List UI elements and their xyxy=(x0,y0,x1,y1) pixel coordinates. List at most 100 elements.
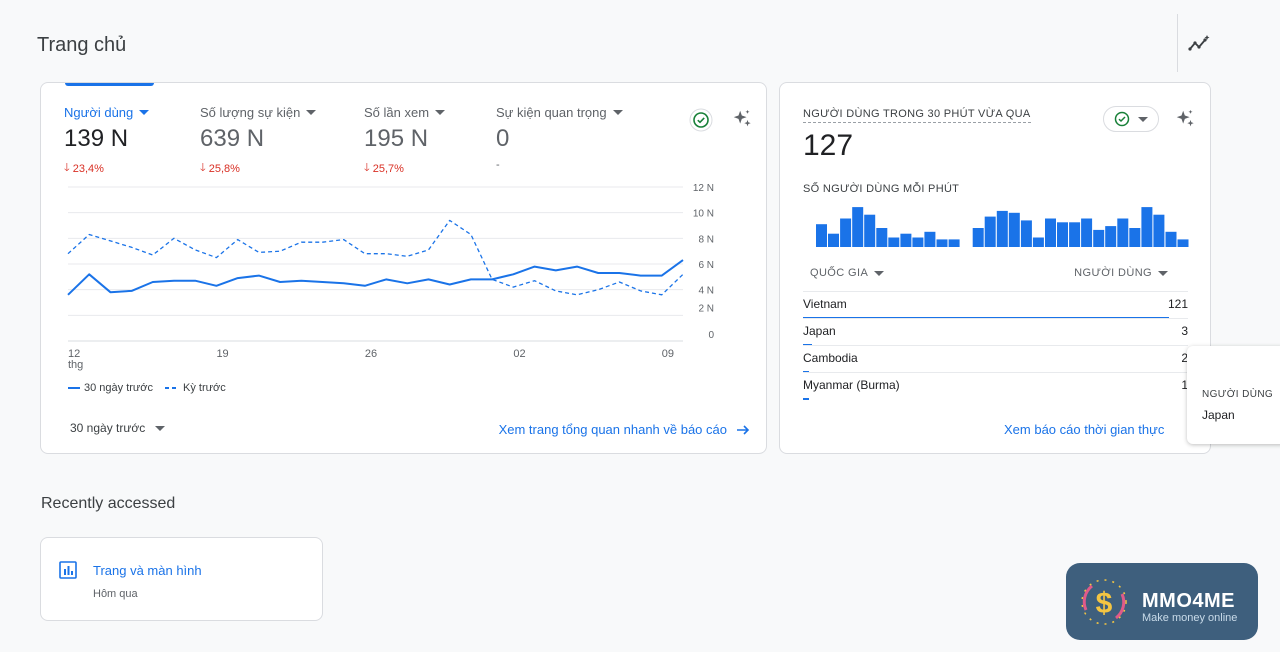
country-name: Cambodia xyxy=(803,351,858,365)
per-minute-bar xyxy=(912,237,924,247)
tooltip-value: Japan xyxy=(1202,408,1235,422)
legend-current: 30 ngày trước xyxy=(68,382,153,394)
realtime-report-link[interactable]: Xem báo cáo thời gian thực xyxy=(1004,422,1164,437)
per-minute-bar xyxy=(888,237,900,247)
current-period-line xyxy=(67,259,684,296)
per-minute-bar xyxy=(852,207,864,247)
country-name: Vietnam xyxy=(803,297,847,311)
realtime-card: NGƯỜI DÙNG TRONG 30 PHÚT VỪA QUA 127 SỐ … xyxy=(779,82,1211,454)
y-tick-label: 6 N xyxy=(698,260,714,271)
users-count: 121 xyxy=(1167,297,1188,311)
per-minute-bar xyxy=(972,228,984,247)
col-country-header[interactable]: QUỐC GIA xyxy=(810,267,885,279)
realtime-value: 127 xyxy=(803,129,854,162)
per-minute-bar xyxy=(816,224,827,247)
y-tick-label: 4 N xyxy=(698,286,714,297)
metric-views[interactable]: Số lần xem 195 N 🡓 25,7% xyxy=(364,105,446,178)
chart-tooltip: NGƯỜI DÙNG Japan xyxy=(1187,346,1280,444)
metric-key-events[interactable]: Sự kiện quan trọng 0 - xyxy=(496,105,623,171)
table-divider xyxy=(803,372,1188,373)
per-minute-bar xyxy=(924,231,936,247)
caret-down-icon xyxy=(306,110,317,115)
bar-chart-icon xyxy=(59,561,77,579)
users-count: 3 xyxy=(1181,324,1188,338)
per-minute-bar xyxy=(864,214,876,247)
col-country-label: QUỐC GIA xyxy=(810,267,869,279)
recent-item-title[interactable]: Trang và màn hình xyxy=(93,563,202,578)
arrow-right-icon xyxy=(737,424,750,435)
overview-report-link-label: Xem trang tổng quan nhanh về báo cáo xyxy=(498,422,727,437)
x-tick-label: 12 thg xyxy=(68,348,83,371)
y-tick-label: 0 xyxy=(708,330,714,341)
per-minute-bar xyxy=(1129,228,1141,247)
table-divider xyxy=(803,318,1188,319)
recent-item-card[interactable]: Trang và màn hình Hôm qua xyxy=(40,537,323,621)
brand-tagline: Make money online xyxy=(1142,612,1238,624)
x-tick-label: 26 xyxy=(365,348,377,360)
per-minute-bar xyxy=(876,228,888,247)
trend-line-chart: 12 N 10 N 8 N 6 N 4 N 2 N 0 12 thg 19 26 02 09 xyxy=(67,183,714,371)
metric-change: 25,8% xyxy=(208,162,240,175)
users-count: 1 xyxy=(1181,378,1188,392)
y-tick-label: 8 N xyxy=(698,234,714,245)
check-circle-icon[interactable] xyxy=(688,107,714,133)
arrow-down-icon: 🡓 xyxy=(64,162,70,174)
sparkle-icon[interactable] xyxy=(729,106,755,132)
per-minute-bar xyxy=(900,233,912,247)
per-minute-bar-chart xyxy=(816,207,1189,247)
per-minute-bar xyxy=(1069,222,1081,247)
brand-name: MMO4ME xyxy=(1142,590,1235,612)
per-minute-bar xyxy=(1165,231,1177,247)
caret-down-icon xyxy=(1158,270,1168,276)
caret-down-icon xyxy=(435,110,446,115)
recent-item-time: Hôm qua xyxy=(93,588,138,600)
tooltip-header: NGƯỜI DÙNG xyxy=(1202,389,1274,400)
per-minute-bar xyxy=(1032,237,1044,247)
per-minute-bar xyxy=(996,210,1008,247)
per-minute-title: SỐ NGƯỜI DÙNG MỖI PHÚT xyxy=(803,183,960,195)
table-divider xyxy=(803,345,1188,346)
legend-current-label: 30 ngày trước xyxy=(84,382,153,394)
col-users-label: NGƯỜI DÙNG xyxy=(1074,267,1152,279)
metric-change: 25,7% xyxy=(372,162,404,175)
x-tick-label: 19 xyxy=(216,348,228,360)
metric-value: 0 xyxy=(496,125,510,152)
users-count: 2 xyxy=(1181,351,1188,365)
metric-label: Sự kiện quan trọng xyxy=(496,105,607,120)
col-users-header[interactable]: NGƯỜI DÙNG xyxy=(1074,267,1168,279)
metric-label: Số lần xem xyxy=(364,105,430,120)
realtime-title[interactable]: NGƯỜI DÙNG TRONG 30 PHÚT VỪA QUA xyxy=(803,108,1031,123)
brand-watermark: $ MMO4ME Make money online xyxy=(1066,563,1258,640)
recent-heading: Recently accessed xyxy=(41,495,176,512)
per-minute-bar xyxy=(948,239,960,247)
per-minute-bar xyxy=(1057,222,1068,247)
insights-icon[interactable] xyxy=(1187,32,1211,56)
date-range-select[interactable]: 30 ngày trước xyxy=(70,421,166,435)
brand-logo-icon: $ xyxy=(1081,579,1127,625)
per-minute-bar xyxy=(1081,218,1093,247)
overview-report-link[interactable]: Xem trang tổng quan nhanh về báo cáo xyxy=(499,422,750,437)
per-minute-bar xyxy=(984,216,996,247)
arrow-down-icon: 🡓 xyxy=(364,162,370,174)
per-minute-bar xyxy=(1093,229,1105,247)
y-tick-label: 2 N xyxy=(698,303,714,314)
sparkle-icon[interactable] xyxy=(1172,106,1198,132)
check-circle-icon xyxy=(1114,111,1130,127)
overview-card: Người dùng 139 N 🡓 23,4% Số lượng sự kiện… xyxy=(40,82,767,454)
per-minute-bar xyxy=(1020,220,1032,247)
arrow-down-icon: 🡓 xyxy=(200,162,206,174)
per-minute-bar xyxy=(1008,212,1020,247)
metric-users[interactable]: Người dùng 139 N 🡓 23,4% xyxy=(64,105,150,178)
legend-previous: Kỳ trước xyxy=(165,382,226,394)
country-name: Japan xyxy=(803,324,836,338)
metric-events[interactable]: Số lượng sự kiện 639 N 🡓 25,8% xyxy=(200,105,317,178)
caret-down-icon xyxy=(155,425,166,431)
realtime-status-dropdown[interactable] xyxy=(1103,106,1159,132)
per-minute-bar xyxy=(1141,207,1153,247)
per-minute-bar xyxy=(828,233,839,247)
metric-label: Người dùng xyxy=(64,105,134,120)
metric-label: Số lượng sự kiện xyxy=(200,105,301,120)
previous-period-line xyxy=(67,219,684,296)
metric-value: 639 N xyxy=(200,125,265,152)
date-range-label: 30 ngày trước xyxy=(70,421,146,435)
